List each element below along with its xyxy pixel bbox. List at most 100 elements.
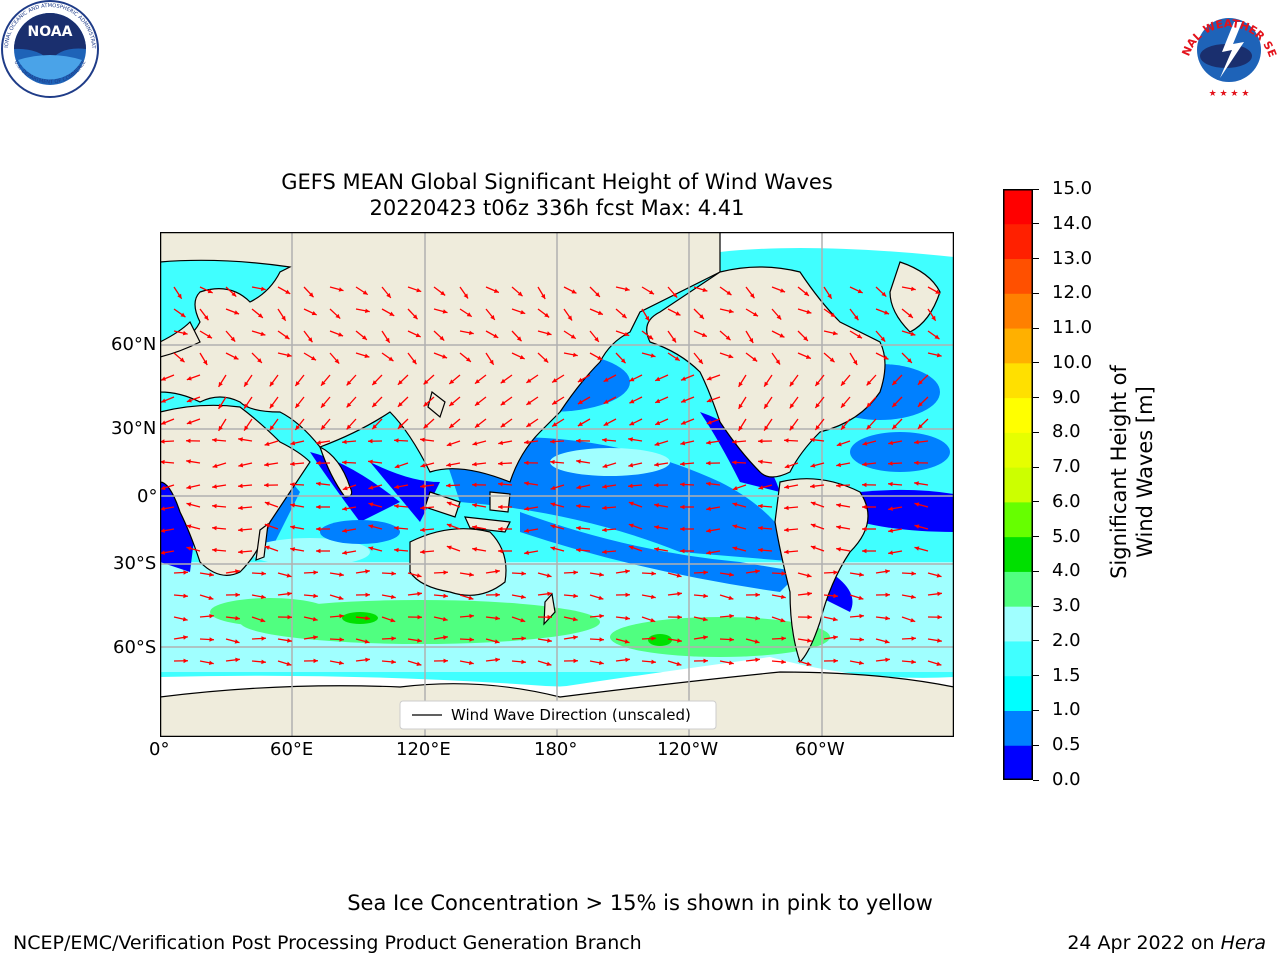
wind-wave-arrowhead bbox=[910, 594, 916, 600]
wind-wave-arrowhead bbox=[572, 352, 578, 358]
legend-label: Wind Wave Direction (unscaled) bbox=[451, 706, 691, 724]
wind-wave-arrowhead bbox=[602, 549, 607, 555]
wind-wave-arrowhead bbox=[449, 401, 455, 406]
wind-wave-arrowhead bbox=[624, 639, 630, 644]
wind-wave-arrowhead bbox=[776, 314, 782, 320]
colorbar-tick-label: 7.0 bbox=[1052, 456, 1081, 478]
wind-wave-arrowhead bbox=[680, 461, 685, 467]
wind-wave-arrowhead bbox=[602, 437, 607, 443]
wind-wave-arrowhead bbox=[706, 460, 711, 466]
wind-wave-arrowhead bbox=[493, 288, 499, 293]
wind-wave-arrowhead bbox=[269, 381, 275, 387]
wind-wave-arrowhead bbox=[498, 440, 504, 446]
wind-wave-arrowhead bbox=[342, 460, 347, 465]
wind-wave-arrowhead bbox=[313, 593, 318, 599]
colorbar-tick-mark bbox=[1033, 431, 1039, 433]
wind-wave-arrowhead bbox=[465, 357, 471, 362]
wind-wave-arrowhead bbox=[546, 573, 552, 578]
wind-wave-arrowhead bbox=[342, 528, 347, 533]
wind-wave-arrowhead bbox=[567, 315, 573, 321]
wind-wave-arrowhead bbox=[654, 525, 659, 530]
wind-wave-arrowhead bbox=[264, 523, 270, 528]
wind-wave-arrowhead bbox=[654, 482, 659, 488]
wind-wave-arrowhead bbox=[650, 617, 656, 623]
wind-wave-arrowhead bbox=[264, 545, 270, 550]
wind-wave-arrowhead bbox=[650, 594, 656, 600]
wind-wave-arrowhead bbox=[365, 592, 370, 598]
lon-tick-120e: 120°E bbox=[396, 739, 451, 760]
wind-wave-arrowhead bbox=[738, 381, 743, 387]
map-svg: Wind Wave Direction (unscaled) bbox=[159, 231, 955, 738]
svg-text:★ ★ ★ ★: ★ ★ ★ ★ bbox=[1209, 89, 1250, 99]
wind-wave-arrowhead bbox=[490, 314, 495, 320]
wind-wave-arrowhead bbox=[286, 352, 292, 358]
wind-wave-arrowhead bbox=[628, 483, 633, 489]
wind-wave-arrowhead bbox=[550, 459, 555, 465]
wind-wave-arrowhead bbox=[764, 425, 769, 431]
wind-wave-arrowhead bbox=[339, 572, 344, 577]
colorbar-tick-label: 0.0 bbox=[1052, 769, 1081, 790]
wind-wave-arrowhead bbox=[285, 289, 291, 294]
wind-wave-arrowhead bbox=[732, 460, 737, 465]
wind-wave-arrowhead bbox=[520, 309, 526, 315]
wind-wave-arrowhead bbox=[449, 423, 455, 428]
wind-wave-arrowhead bbox=[805, 354, 811, 359]
wind-wave-arrowhead bbox=[936, 352, 942, 358]
wind-wave-arrowhead bbox=[390, 594, 396, 600]
wind-wave-arrowhead bbox=[186, 398, 192, 403]
wind-wave-arrowhead bbox=[284, 334, 290, 340]
wind-wave-arrowhead bbox=[203, 315, 209, 321]
wind-wave-arrowhead bbox=[651, 571, 656, 576]
wind-wave-arrowhead bbox=[368, 438, 373, 444]
colorbar-segment bbox=[1003, 467, 1033, 503]
wind-wave-arrowhead bbox=[416, 661, 422, 666]
wind-wave-arrowhead bbox=[466, 312, 472, 317]
colorbar-tick-mark bbox=[1033, 536, 1039, 538]
wind-wave-arrowhead bbox=[186, 484, 192, 490]
wind-wave-arrowhead bbox=[888, 461, 893, 466]
wind-wave-arrowhead bbox=[469, 613, 474, 619]
wind-wave-arrowhead bbox=[677, 638, 682, 643]
wind-wave-arrowhead bbox=[552, 422, 558, 427]
wind-wave-arrowhead bbox=[521, 571, 526, 576]
wind-wave-arrowhead bbox=[420, 527, 425, 533]
wind-wave-arrowhead bbox=[602, 527, 607, 533]
wind-wave-arrowhead bbox=[423, 401, 429, 407]
colorbar-segment bbox=[1003, 501, 1033, 538]
wind-wave-arrowhead bbox=[316, 548, 321, 554]
wind-wave-arrowhead bbox=[524, 528, 529, 533]
wind-wave-arrowhead bbox=[827, 293, 832, 299]
wind-wave-arrowhead bbox=[346, 402, 352, 408]
wind-wave-arrowhead bbox=[602, 484, 607, 489]
wind-wave-arrowhead bbox=[706, 528, 711, 533]
wind-wave-arrowhead bbox=[346, 424, 352, 430]
wind-wave-arrowhead bbox=[628, 545, 634, 550]
wind-wave-arrowhead bbox=[420, 463, 426, 468]
colorbar-segment bbox=[1003, 745, 1033, 781]
wind-wave-arrowhead bbox=[758, 459, 763, 465]
wind-wave-arrowhead bbox=[706, 481, 711, 487]
wind-wave-arrowhead bbox=[810, 501, 816, 506]
wind-wave-arrowhead bbox=[161, 398, 167, 403]
wind-wave-arrowhead bbox=[411, 359, 417, 365]
wind-wave-arrowhead bbox=[212, 463, 218, 468]
svg-text:NOAA: NOAA bbox=[28, 24, 73, 40]
wind-wave-arrowhead bbox=[892, 380, 898, 386]
colorbar-tick-mark bbox=[1033, 466, 1039, 468]
colorbar-tick-label: 6.0 bbox=[1052, 490, 1081, 512]
wind-wave-arrowhead bbox=[439, 335, 445, 341]
wind-wave-arrowhead bbox=[394, 438, 399, 443]
wind-wave-arrowhead bbox=[209, 613, 214, 619]
wind-wave-arrowhead bbox=[498, 526, 503, 532]
wind-wave-arrowhead bbox=[755, 569, 760, 574]
wind-wave-arrowhead bbox=[295, 425, 300, 431]
wind-wave-arrowhead bbox=[269, 425, 275, 431]
wind-wave-arrowhead bbox=[316, 440, 321, 445]
colorbar-tick-label: 9.0 bbox=[1052, 386, 1081, 408]
wind-wave-arrowhead bbox=[573, 658, 578, 664]
wind-wave-arrowhead bbox=[836, 441, 842, 447]
colorbar-tick-mark bbox=[1033, 397, 1039, 399]
wind-wave-arrowhead bbox=[728, 595, 734, 600]
wind-wave-arrowhead bbox=[182, 616, 188, 622]
wind-wave-arrowhead bbox=[907, 313, 913, 318]
